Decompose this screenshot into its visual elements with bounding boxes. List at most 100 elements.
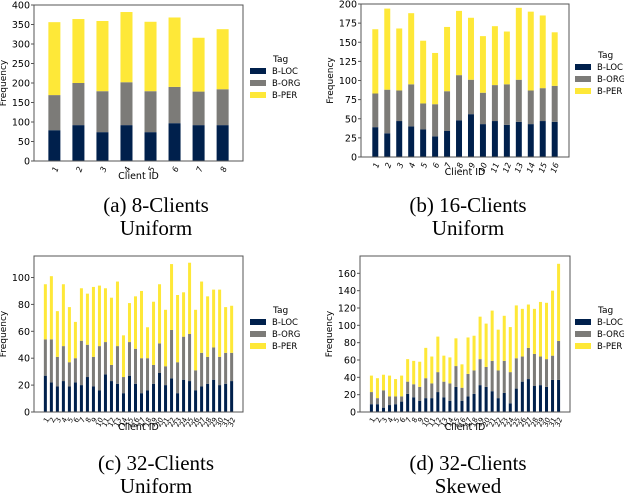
y-tick-label: 0 <box>350 408 356 419</box>
bar-segment-b-loc <box>43 375 47 412</box>
chart-b: 1 2 3 4 5 6 7 8 9 10 11 12 13 14 15 16 0 25 50 75 100 125 150 1… <box>312 0 624 190</box>
x-tick-label: 16 <box>457 416 468 428</box>
bar-segment-b-per <box>168 17 181 87</box>
bar-segment-b-loc <box>375 404 379 412</box>
x-tick-label: 24 <box>505 417 516 428</box>
bar-segment-b-org <box>442 381 446 398</box>
y-tick-label: 40 <box>344 373 356 384</box>
bar-segment-b-org <box>97 346 101 391</box>
bar-segment-b-per <box>388 375 392 397</box>
bar-segment-b-loc <box>216 125 229 161</box>
bar-segment-b-loc <box>527 124 534 157</box>
legend-swatch-b-per <box>575 88 591 94</box>
bar-segment-b-org <box>472 370 476 394</box>
x-tick-label: 10 <box>477 161 489 174</box>
bar-segment-b-org <box>460 387 464 401</box>
bar-segment-b-org <box>394 396 398 405</box>
legend-swatch-b-per <box>575 343 591 349</box>
bar-segment-b-loc <box>520 381 524 412</box>
x-tick-label: 1 <box>50 165 60 173</box>
x-tick-label: 2 <box>74 165 84 173</box>
x-tick-label: 15 <box>451 416 462 428</box>
bar-segment-b-org <box>456 75 463 121</box>
bar-segment-b-loc <box>551 121 558 157</box>
chart-c-svg: 1234567891011121314151617181920212223242… <box>0 255 300 433</box>
bar-segment-b-org <box>164 366 168 386</box>
x-tick-label: 3 <box>98 165 108 173</box>
bar-segment-b-loc <box>539 121 546 157</box>
bar-segment-b-loc <box>444 130 451 157</box>
bar-segment-b-loc <box>127 375 131 412</box>
x-tick-label: 32 <box>227 416 238 428</box>
legend: Tag B-LOC B-ORG B-PER <box>250 55 300 101</box>
bar-segment-b-loc <box>408 126 415 157</box>
bar-segment-b-org <box>55 356 59 387</box>
axes-frame <box>33 255 244 413</box>
bar-segment-b-loc <box>182 379 186 412</box>
bar-segment-b-loc <box>466 396 470 412</box>
x-tick-label: 18 <box>143 416 154 428</box>
bar-segment-b-org <box>508 372 512 404</box>
bar-segment-b-per <box>79 288 83 341</box>
x-tick-label: 9 <box>90 416 99 423</box>
bar-segment-b-loc <box>479 124 486 157</box>
x-tick-label: 1 <box>368 417 377 424</box>
x-tick-label: 8 <box>84 416 93 423</box>
y-tick-label: 0 <box>24 408 30 419</box>
legend-label: B-ORG <box>272 79 300 89</box>
bar-segment-b-per <box>55 311 59 357</box>
x-tick-label: 1 <box>42 417 51 424</box>
bar-segment-b-loc <box>478 385 482 412</box>
x-tick-label: 6 <box>431 161 441 169</box>
bar-segment-b-org <box>496 370 500 399</box>
y-tick-label: 175 <box>339 19 357 30</box>
bar-segment-b-org <box>466 373 470 397</box>
legend-swatch-b-org <box>250 331 266 337</box>
bar-segment-b-per <box>412 360 416 385</box>
y-tick-label: 400 <box>12 1 30 12</box>
bar-segment-b-org <box>182 336 186 380</box>
x-axis-label: Client ID <box>118 171 159 182</box>
bar-segment-b-org <box>396 90 403 122</box>
x-tick-label: 2 <box>48 416 57 423</box>
x-tick-label: 8 <box>219 165 229 173</box>
bar-segment-b-per <box>472 335 476 371</box>
x-tick-label: 9 <box>416 416 425 423</box>
x-tick-label: 23 <box>499 417 510 428</box>
bar-segment-b-per <box>384 8 391 90</box>
bar-segment-b-per <box>490 310 494 361</box>
bar-segment-b-loc <box>115 383 119 412</box>
bar-segment-b-loc <box>120 125 133 161</box>
x-tick-label: 3 <box>395 161 405 169</box>
bar-segment-b-org <box>49 339 53 383</box>
bar-segment-b-loc <box>544 386 549 412</box>
bar-segment-b-org <box>503 84 510 125</box>
caption-b: (b) 16-Clients Uniform <box>312 194 624 240</box>
bar-segment-b-org <box>192 91 205 126</box>
bar-segment-b-per <box>557 263 561 341</box>
bar-segment-b-loc <box>526 379 530 412</box>
legend: Tag B-LOC B-ORG B-PER <box>575 51 624 97</box>
caption-c-label: (c) 32-Clients <box>97 451 215 475</box>
bar-segment-b-org <box>388 396 392 406</box>
bar-segment-b-org <box>372 93 379 128</box>
bar-segment-b-loc <box>170 378 174 412</box>
x-tick-label: 6 <box>72 416 81 423</box>
bar-segment-b-org <box>478 359 482 386</box>
x-axis-label: Client ID <box>445 167 486 178</box>
bar-segment-b-per <box>394 379 398 397</box>
bar-segment-b-loc <box>557 379 561 412</box>
bar-segment-b-org <box>551 355 555 380</box>
bar-segment-b-per <box>484 323 488 367</box>
bar-segment-b-per <box>520 308 524 357</box>
legend-label: B-LOC <box>597 63 623 73</box>
x-tick-label: 4 <box>407 161 417 169</box>
x-tick-label: 20 <box>155 416 166 428</box>
bar-segment-b-loc <box>97 390 101 412</box>
bar-segment-b-per <box>527 11 534 91</box>
bar-segment-b-org <box>61 346 65 382</box>
x-tick-label: 4 <box>60 417 69 424</box>
legend: Tag B-LOC B-ORG B-PER <box>575 306 624 352</box>
bar-segment-b-per <box>115 281 119 347</box>
bar-segment-b-per <box>448 357 452 384</box>
